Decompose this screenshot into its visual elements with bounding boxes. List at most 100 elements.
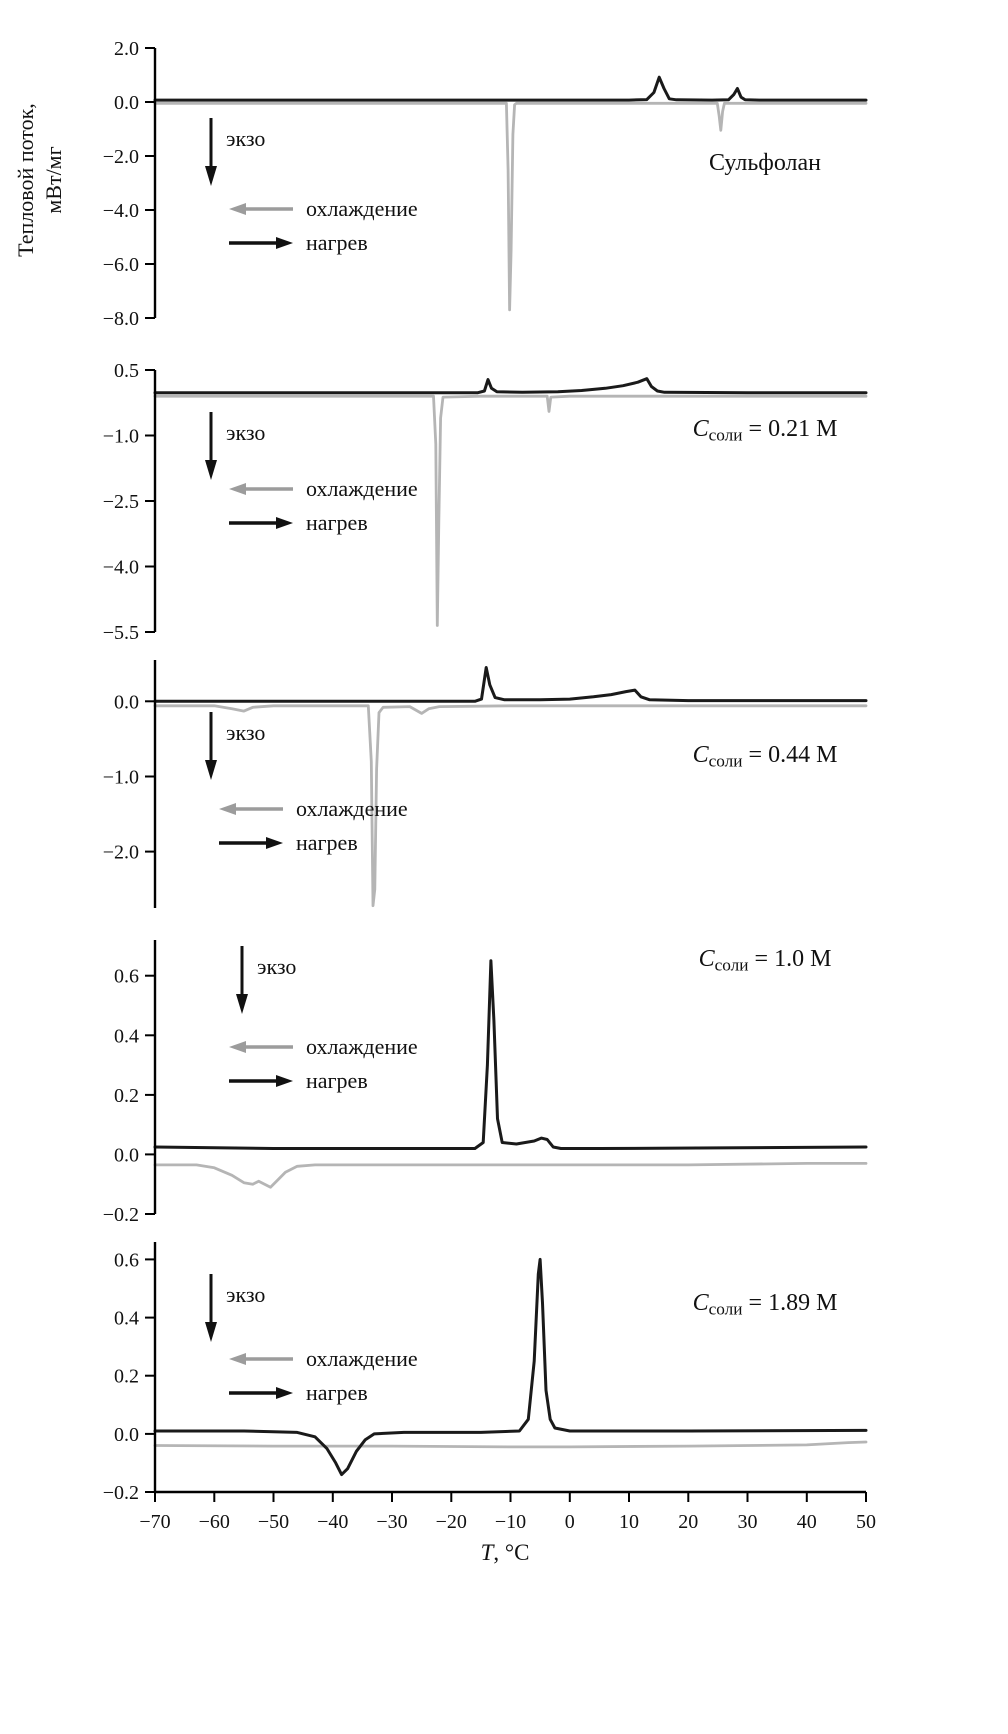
y-tick-label: 0.4 [114,1025,139,1047]
y-tick-label: 0.6 [114,966,139,988]
legend-row-cooling: охлаждение [227,476,418,502]
y-tick-label: −8.0 [103,308,139,330]
heating-right-arrow-icon [229,517,293,529]
x-tick-label: 40 [797,1511,817,1533]
exo-down-arrow-icon [236,946,248,1014]
y-tick-label: −4.0 [103,557,139,579]
y-tick-label: 0.2 [114,1366,139,1388]
panel-label-sub: соли [708,1299,743,1319]
y-tick-label: −5.5 [103,622,139,644]
legend-row-heating: нагрев [227,230,418,256]
legend-cooling-label: охлаждение [306,1034,418,1059]
legend-row-heating: нагрев [217,830,408,856]
y-tick-label: −0.2 [103,1204,139,1226]
curve-cooling [153,101,868,312]
x-tick-label: −30 [376,1511,407,1533]
legend: охлаждение нагрев [227,1034,418,1094]
curve-heating [153,666,868,703]
x-tick-label: −50 [258,1511,289,1533]
y-axis-label: Тепловой поток, мВт/мг [12,40,68,320]
legend-row-heating: нагрев [227,1068,418,1094]
legend-row-heating: нагрев [227,1380,418,1406]
exo-annotation: экзо [203,410,265,482]
panel-label-eq: = 0.21 М [742,416,838,442]
y-tick-label: −2.5 [103,491,139,513]
y-tick-label: 0.0 [114,1144,139,1166]
y-tick-label: −2.0 [103,842,139,864]
x-tick-label: 10 [619,1511,639,1533]
panel-label: Cсоли = 0.44 М [640,742,890,771]
y-tick-label: 0.6 [114,1249,139,1271]
y-tick-label: 0.0 [114,691,139,713]
cooling-left-arrow-icon [219,803,283,815]
y-axis-label-line2: мВт/мг [41,146,66,214]
panel-label-sub: соли [708,751,743,771]
legend-heating-label: нагрев [306,510,368,535]
y-axis-label-line1: Тепловой поток, [13,103,38,257]
y-tick-label: −1.0 [103,426,139,448]
exo-label: экзо [226,1282,266,1307]
legend: охлаждение нагрев [227,196,418,256]
panel-label-var: C [698,946,715,972]
x-tick-label: 50 [856,1511,876,1533]
exo-label: экзо [226,720,266,745]
legend-row-heating: нагрев [227,510,418,536]
legend-heating-label: нагрев [306,230,368,255]
y-tick-label: −0.2 [103,1482,139,1504]
panel-label-var: C [692,742,709,768]
y-tick-label: 0.4 [114,1308,139,1330]
legend-row-cooling: охлаждение [217,796,408,822]
cooling-left-arrow-icon [229,1353,293,1365]
x-tick-label: −40 [317,1511,348,1533]
y-tick-label: 0.2 [114,1085,139,1107]
legend-cooling-label: охлаждение [306,196,418,221]
legend-row-cooling: охлаждение [227,1346,418,1372]
y-tick-label: −1.0 [103,767,139,789]
panel-label-sub: соли [708,425,743,445]
exo-annotation: экзо [203,116,265,188]
panel-label: Cсоли = 1.89 М [640,1290,890,1319]
heating-right-arrow-icon [229,1387,293,1399]
legend: охлаждение нагрев [227,476,418,536]
y-tick-label: 0.0 [114,92,139,114]
x-tick-label: −10 [495,1511,526,1533]
heating-right-arrow-icon [229,1075,293,1087]
panel-label-var: C [692,416,709,442]
x-axis-label-var: T [480,1540,494,1565]
legend-cooling-label: охлаждение [306,1346,418,1371]
y-tick-label: −6.0 [103,254,139,276]
exo-down-arrow-icon [205,1274,217,1342]
curve-cooling [153,704,868,908]
y-tick-label: −2.0 [103,146,139,168]
panel-label: Cсоли = 0.21 М [640,416,890,445]
exo-label: экзо [226,420,266,445]
legend-row-cooling: охлаждение [227,1034,418,1060]
panel-label-var: C [692,1290,709,1316]
exo-down-arrow-icon [205,712,217,780]
curve-heating [153,377,868,395]
cooling-left-arrow-icon [229,483,293,495]
legend: охлаждение нагрев [217,796,408,856]
legend-heating-label: нагрев [306,1068,368,1093]
x-tick-label: 0 [565,1511,575,1533]
exo-down-arrow-icon [205,118,217,186]
exo-down-arrow-icon [205,412,217,480]
y-tick-label: 0.5 [114,360,139,382]
curve-cooling [153,1440,868,1449]
panel-label: Сульфолан [640,150,890,179]
cooling-left-arrow-icon [229,1041,293,1053]
panel-label-main: Сульфолан [709,150,821,176]
curve-heating [153,959,868,1150]
x-tick-label: −60 [199,1511,230,1533]
x-tick-label: 30 [738,1511,758,1533]
x-tick-label: −70 [139,1511,170,1533]
x-tick-label: −20 [436,1511,467,1533]
x-axis-label: T, °C [405,1540,605,1566]
legend-cooling-label: охлаждение [306,476,418,501]
y-tick-label: 0.0 [114,1424,139,1446]
legend-row-cooling: охлаждение [227,196,418,222]
exo-annotation: экзо [203,710,265,782]
exo-annotation: экзо [203,1272,265,1344]
